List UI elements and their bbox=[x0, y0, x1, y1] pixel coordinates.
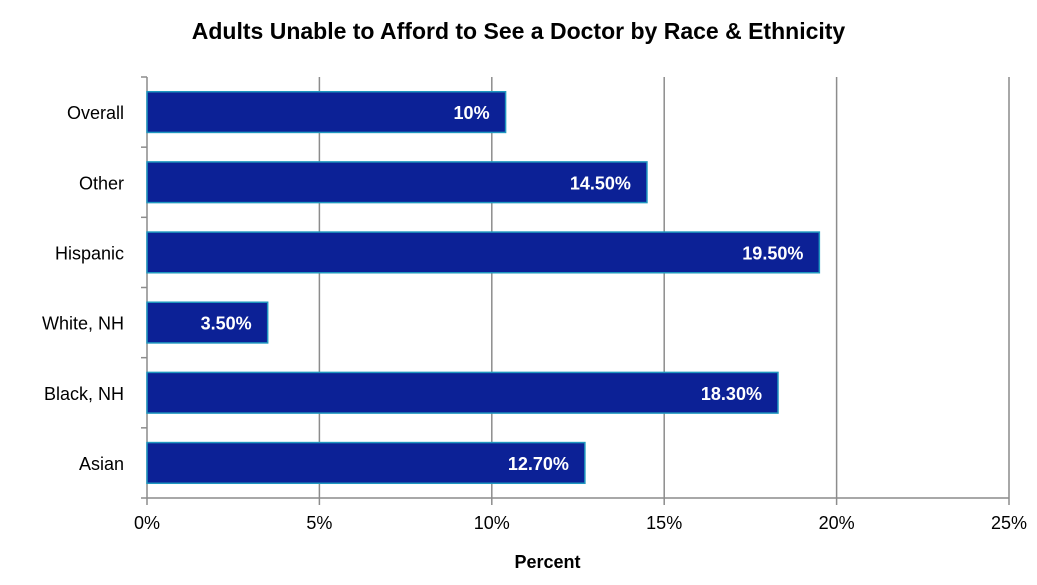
chart-title: Adults Unable to Afford to See a Doctor … bbox=[191, 18, 846, 44]
y-category-label: Asian bbox=[79, 454, 124, 474]
x-tick-label: 5% bbox=[306, 513, 332, 533]
bar-data-label: 19.50% bbox=[742, 243, 803, 263]
x-tick-label: 0% bbox=[134, 513, 160, 533]
y-category-label: White, NH bbox=[42, 314, 124, 334]
x-axis-title: Percent bbox=[514, 552, 581, 572]
bar-data-label: 3.50% bbox=[201, 314, 252, 334]
bar-data-label: 10% bbox=[454, 103, 490, 123]
y-category-label: Hispanic bbox=[55, 243, 124, 263]
bar bbox=[146, 231, 821, 274]
bar bbox=[146, 301, 269, 344]
y-category-label: Other bbox=[79, 173, 124, 193]
y-category-label: Black, NH bbox=[44, 384, 124, 404]
x-tick-label: 25% bbox=[991, 513, 1027, 533]
bar bbox=[146, 371, 779, 414]
bar-data-label: 12.70% bbox=[508, 454, 569, 474]
bar-data-label: 14.50% bbox=[570, 173, 631, 193]
bar bbox=[146, 441, 586, 485]
bar bbox=[146, 90, 507, 134]
x-tick-label: 15% bbox=[646, 513, 682, 533]
bar bbox=[146, 161, 648, 204]
y-category-label: Overall bbox=[67, 103, 124, 123]
x-tick-label: 20% bbox=[819, 513, 855, 533]
x-tick-label: 10% bbox=[474, 513, 510, 533]
bar-data-label: 18.30% bbox=[701, 384, 762, 404]
